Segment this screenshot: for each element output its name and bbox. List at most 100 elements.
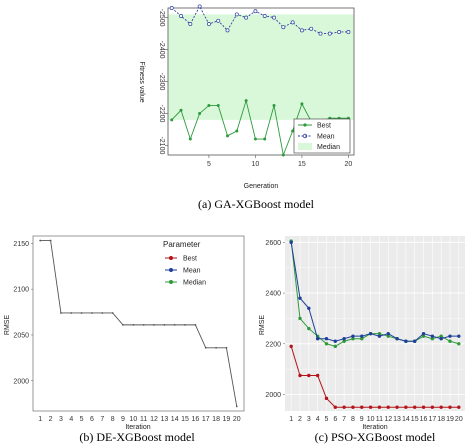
ga-y-tick-label: -2400 bbox=[158, 41, 165, 59]
pso-x-tick-label: 4 bbox=[316, 416, 320, 423]
ga-y-tick-label: -2100 bbox=[158, 136, 165, 154]
ga-y-ticks: -2100 -2200 -2300 -2400 -2500 bbox=[158, 9, 168, 154]
pso-mean-point bbox=[395, 337, 399, 341]
ga-mean-point bbox=[225, 28, 230, 33]
pso-best-point bbox=[457, 405, 461, 409]
pso-best-point bbox=[448, 405, 452, 409]
ga-best-point bbox=[198, 111, 202, 115]
pso-best-point bbox=[413, 405, 417, 409]
de-x-tick-label: 9 bbox=[121, 416, 125, 423]
de-x-tick-label: 18 bbox=[212, 416, 220, 423]
pso-mean-point bbox=[342, 337, 346, 341]
de-series-point bbox=[39, 239, 42, 242]
pso-median-point bbox=[333, 344, 337, 349]
pso-best-point bbox=[324, 396, 329, 401]
ga-y-tick-label: -2200 bbox=[158, 105, 165, 123]
pso-best-point bbox=[439, 405, 443, 409]
de-series-point bbox=[70, 312, 73, 314]
ga-y-axis-label: Fitness value bbox=[138, 61, 145, 102]
pso-mean-point bbox=[324, 337, 329, 341]
pso-mean-point bbox=[448, 334, 452, 338]
pso-x-tick-label: 12 bbox=[384, 416, 392, 423]
pso-x-tick-label: 15 bbox=[411, 416, 419, 423]
ga-x-tick-label: 15 bbox=[298, 161, 306, 168]
pso-mean-point bbox=[307, 306, 311, 310]
pso-x-tick-label: 3 bbox=[307, 416, 311, 423]
pso-best-point bbox=[351, 405, 355, 409]
pso-y-ticks: 2600 2400 2200 2000 bbox=[265, 240, 285, 399]
ga-mean-point bbox=[253, 9, 258, 14]
ga-mean-point bbox=[234, 12, 239, 17]
pso-median-point bbox=[430, 337, 435, 341]
pso-x-tick-label: 8 bbox=[351, 416, 355, 423]
de-x-tick-label: 19 bbox=[223, 416, 231, 423]
pso-grid bbox=[285, 236, 465, 411]
de-series-point bbox=[111, 312, 114, 314]
ga-legend-best-marker bbox=[303, 123, 307, 127]
pso-x-tick-label: 5 bbox=[325, 416, 329, 423]
de-series-point bbox=[101, 312, 104, 314]
pso-best-point bbox=[404, 405, 408, 409]
de-x-tick-label: 12 bbox=[150, 416, 158, 423]
de-series-point bbox=[204, 346, 207, 349]
pso-median-point bbox=[377, 331, 382, 336]
de-x-tick-label: 11 bbox=[140, 416, 147, 423]
de-series-point bbox=[132, 323, 135, 326]
de-legend-title: Parameter bbox=[163, 240, 201, 249]
pso-mean-point bbox=[368, 331, 373, 336]
de-x-tick-label: 20 bbox=[233, 416, 241, 423]
de-series-point bbox=[215, 346, 217, 349]
ga-best-point bbox=[216, 103, 220, 107]
ga-mean-point bbox=[244, 15, 249, 20]
pso-median-point bbox=[457, 342, 461, 346]
ga-best-point bbox=[291, 129, 295, 133]
pso-y-axis-label: RMSE bbox=[259, 315, 266, 336]
pso-x-tick-label: 10 bbox=[367, 416, 375, 423]
ga-mean-point bbox=[290, 20, 295, 25]
ga-y-tick-label: -2500 bbox=[158, 9, 165, 27]
pso-x-tick-label: 19 bbox=[446, 416, 454, 423]
ga-mean-point bbox=[206, 22, 211, 26]
de-x-tick-label: 2 bbox=[49, 416, 53, 423]
de-legend-best-marker bbox=[169, 256, 173, 260]
ga-best-point bbox=[281, 153, 285, 157]
pso-x-tick-label: 6 bbox=[333, 416, 337, 423]
caption-a: (a) GA-XGBoost model bbox=[198, 197, 315, 211]
pso-x-tick-label: 11 bbox=[376, 416, 383, 423]
pso-x-tick-label: 16 bbox=[420, 416, 428, 423]
de-series-point bbox=[153, 323, 155, 326]
pso-series bbox=[289, 239, 461, 409]
pso-median-point bbox=[448, 339, 452, 343]
de-legend-median-marker bbox=[169, 280, 173, 284]
ga-best-point bbox=[235, 129, 239, 133]
de-legend: Parameter Best Mean Median bbox=[163, 240, 206, 287]
ga-best-point bbox=[179, 108, 183, 112]
pso-median-point bbox=[351, 337, 355, 341]
pso-x-tick-label: 20 bbox=[455, 416, 463, 423]
ga-mean-point bbox=[179, 14, 183, 18]
ga-best-point bbox=[300, 102, 304, 106]
de-x-tick-label: 1 bbox=[38, 416, 42, 423]
pso-x-axis-label: Iteration bbox=[362, 424, 387, 431]
pso-mean-point bbox=[360, 334, 364, 338]
pso-best-point bbox=[360, 405, 364, 409]
ga-mean-point bbox=[169, 6, 174, 10]
pso-best-point bbox=[377, 405, 382, 409]
pso-best-point bbox=[342, 405, 346, 409]
pso-best-point bbox=[315, 373, 320, 378]
ga-mean-point bbox=[262, 14, 267, 18]
ga-legend-median-swatch bbox=[298, 143, 312, 150]
de-x-tick-label: 8 bbox=[111, 416, 115, 423]
pso-x-tick-label: 18 bbox=[437, 416, 445, 423]
ga-series bbox=[169, 4, 351, 157]
de-y-ticks: 2150 2100 2050 2000 bbox=[13, 241, 33, 385]
pso-mean-point bbox=[439, 337, 443, 341]
ga-best-point bbox=[170, 118, 174, 122]
de-x-tick-label: 16 bbox=[191, 416, 199, 423]
ga-mean-point bbox=[272, 15, 276, 20]
ga-best-point bbox=[226, 134, 230, 138]
pso-best-point bbox=[307, 373, 311, 378]
de-x-tick-label: 10 bbox=[129, 416, 137, 423]
